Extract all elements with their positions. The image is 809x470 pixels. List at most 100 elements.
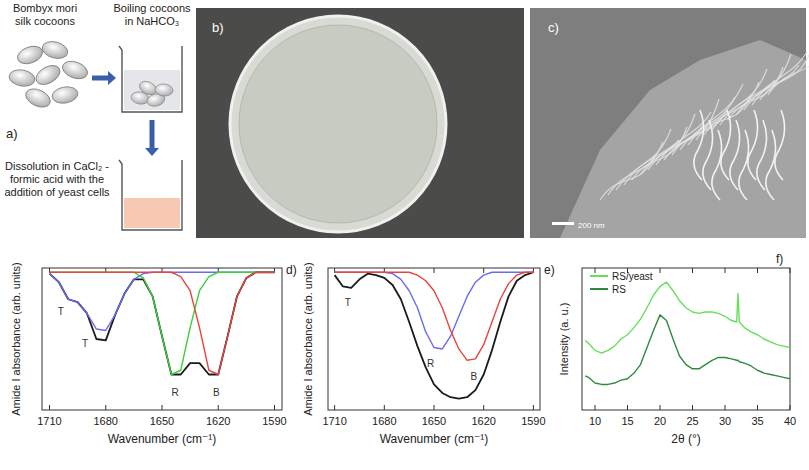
component-label: T	[345, 297, 351, 308]
x-tick-label: 1650	[422, 415, 446, 427]
x-tick-label: 1710	[322, 415, 346, 427]
legend-swatch	[590, 288, 608, 290]
series-line	[335, 272, 534, 360]
panel-b: b)	[196, 8, 524, 238]
x-tick	[692, 405, 693, 410]
arrow	[150, 120, 155, 148]
sem-background	[530, 8, 806, 238]
fiber	[704, 82, 759, 135]
step-label: Dissolution in CaCl₂ -formic acid with t…	[4, 160, 110, 198]
chart-1: 17101680165016201590Wavenumber (cm⁻¹)Ami…	[302, 262, 555, 446]
arrow-head	[108, 71, 116, 85]
figure: Bombyx morisilk cocoons Boiling cocoonsin…	[0, 0, 809, 470]
fiber	[736, 54, 791, 115]
x-tick	[790, 405, 791, 410]
cocoon	[8, 68, 36, 88]
y-axis-title: Amide I absorbance (arb. units)	[302, 262, 314, 415]
component-label: T	[58, 306, 64, 317]
x-tick	[725, 405, 726, 410]
x-tick-label: 1710	[37, 415, 61, 427]
panel-letter: c)	[548, 20, 559, 35]
x-tick	[384, 405, 385, 410]
cocoon	[40, 39, 69, 61]
x-tick	[434, 268, 435, 273]
text-line: silk cocoons	[15, 15, 75, 27]
x-tick-label: 20	[654, 415, 666, 427]
legend-swatch	[590, 275, 608, 277]
cocoon	[51, 85, 79, 105]
step-label: Bombyx morisilk cocoons	[13, 2, 77, 27]
photo-background	[196, 8, 524, 238]
text-line: Boiling cocoons	[113, 2, 191, 14]
x-tick-label: 1620	[471, 415, 495, 427]
x-tick	[274, 405, 275, 410]
x-tick	[692, 268, 693, 273]
fibril	[766, 130, 776, 200]
x-tick	[218, 405, 219, 410]
series-line	[50, 272, 275, 330]
fibril	[694, 110, 704, 180]
x-tick-label: 1680	[94, 415, 118, 427]
x-tick-label: 1590	[521, 415, 545, 427]
data-lines	[335, 272, 534, 398]
fibril	[712, 130, 722, 200]
component-label: R	[427, 358, 434, 369]
liquid	[124, 198, 180, 228]
scale-bar-label: 200 nm	[578, 221, 605, 230]
x-tick	[595, 268, 596, 273]
x-tick	[334, 405, 335, 410]
fibril	[748, 110, 758, 180]
series-line	[50, 272, 275, 374]
x-tick	[483, 268, 484, 273]
arrow-head	[145, 148, 159, 156]
text-line: Dissolution in CaCl₂ -	[5, 160, 109, 172]
fiber	[712, 69, 767, 130]
component-label: B	[213, 387, 220, 398]
petri-dish	[230, 16, 446, 232]
panel-letter: f)	[776, 252, 783, 266]
x-tick	[725, 268, 726, 273]
data-lines	[585, 282, 790, 384]
silk-film	[239, 25, 437, 223]
x-tick	[595, 405, 596, 410]
x-axis-title: Wavenumber (cm⁻¹)	[380, 432, 489, 446]
x-tick	[105, 405, 106, 410]
panel-a: Bombyx morisilk cocoons Boiling cocoonsin…	[4, 2, 191, 230]
fiber	[760, 39, 809, 100]
x-tick-label: 35	[751, 415, 763, 427]
series-line	[50, 272, 275, 374]
text-line: in NaHCO₃	[125, 15, 180, 27]
arrow	[92, 76, 108, 81]
fiber	[752, 52, 807, 105]
x-tick-label: 15	[621, 415, 633, 427]
series-line	[335, 272, 534, 398]
x-tick	[434, 405, 435, 410]
panel-letter: b)	[212, 20, 224, 35]
sem-region	[560, 40, 806, 238]
series-line	[50, 272, 275, 374]
chart-2: 101520253035402θ (°)Intensity (a. u.)f)R…	[558, 252, 796, 446]
plot-frame	[582, 268, 790, 410]
fiber	[608, 142, 663, 195]
plot-frame	[42, 268, 282, 410]
x-tick	[660, 405, 661, 410]
x-tick-label: 10	[589, 415, 601, 427]
x-tick	[660, 268, 661, 273]
x-tick	[49, 405, 50, 410]
fibril	[703, 120, 713, 190]
x-tick	[757, 405, 758, 410]
cocoon	[15, 43, 45, 67]
fiber	[640, 114, 695, 175]
x-tick	[483, 405, 484, 410]
x-tick	[790, 268, 791, 273]
data-lines	[50, 272, 275, 374]
fibril	[757, 120, 767, 190]
chart-0: 17101680165016201590Wavenumber (cm⁻¹)Ami…	[10, 262, 297, 446]
legend: RS/yeastRS	[590, 271, 653, 295]
fibril	[721, 110, 731, 180]
fiber	[616, 129, 671, 190]
y-axis-title: Intensity (a. u.)	[558, 303, 570, 376]
cocoon	[155, 83, 174, 97]
scale-bar	[552, 222, 574, 225]
fibril	[775, 110, 785, 180]
